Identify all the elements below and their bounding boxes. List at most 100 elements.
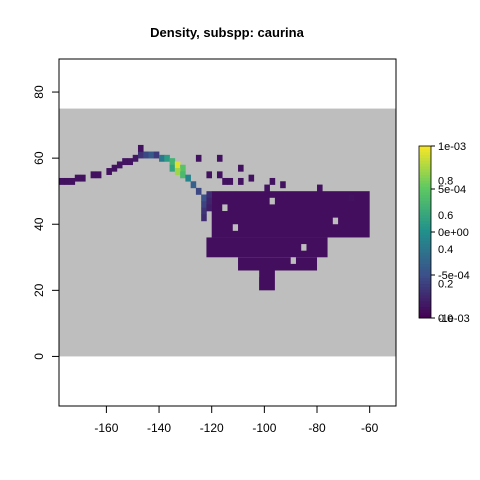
density-cell-21 [169,164,176,172]
colorbar-segment [419,280,431,285]
colorbar-segment [419,309,431,313]
colorbar-tick-label: 0.2 [438,279,453,291]
colorbar-segment [419,312,431,316]
colorbar-segment [419,203,431,207]
colorbar-segment [419,237,431,242]
density-region-2 [238,257,318,271]
density-cell-12 [132,154,139,162]
density-cell-4 [80,174,86,182]
density-cell-30 [201,201,207,209]
density-cell-48 [317,184,323,192]
colorbar-segment [419,157,431,161]
density-cell-9 [116,161,123,169]
colorbar-segment [419,191,431,196]
x-tick-label: -140 [147,421,171,435]
colorbar-segment [419,257,431,262]
density-cell-22 [174,161,181,169]
colorbar-segment [419,240,431,244]
colorbar-segment [419,292,431,296]
colorbar-tick-label: -5e-04 [438,270,470,282]
colorbar-segment [419,209,431,213]
colorbar-tick-label: 5e-04 [438,184,466,196]
density-region-3 [259,270,275,291]
density-cell-31 [201,207,207,215]
colorbar-segment [419,254,431,259]
colorbar-segment [419,186,431,190]
gap-cell-5 [290,257,296,264]
density-cell-42 [248,174,255,182]
colorbar-segment [419,166,431,170]
colorbar-segment [419,260,431,265]
x-axis: -160 -140 -120 -100 -80 -60 [94,406,379,435]
density-cell-36 [195,154,202,162]
colorbar-segment [419,194,431,199]
gap-cell-4 [253,270,260,278]
density-cell-13 [137,151,144,159]
gap-cell-1 [232,224,239,231]
y-tick-label: 80 [32,85,46,99]
colorbar-segment [419,246,431,250]
density-cell-27 [190,181,197,189]
density-cell-26 [185,174,191,182]
gap-cell-6 [332,217,339,225]
colorbar-segment [419,283,431,287]
y-tick-label: 0 [32,353,46,360]
density-cell-41 [238,177,244,185]
density-cell-39 [227,177,234,185]
colorbar-segment [419,226,431,230]
density-cell-32 [201,214,207,222]
colorbar-segment [419,252,431,256]
density-cell-19 [164,154,170,162]
colorbar-segment [419,206,431,210]
colorbar-segment [419,211,431,216]
gap-cell-2 [269,197,275,205]
density-cell-17 [137,144,144,152]
colorbar-segment [419,289,431,293]
density-cell-38 [216,171,223,179]
colorbar-segment [419,306,431,310]
density-region-1 [206,237,328,258]
colorbar-legend: 1e-03 5e-04 0e+00 -5e-04 -1e-03 0.8 0.6 0.4 0.2 0… [418,141,470,325]
colorbar-segment [419,277,431,282]
density-cell-43 [269,177,276,185]
colorbar-tick-label: 0.8 [438,175,453,187]
colorbar-tick-label: 0e+00 [438,227,469,239]
density-cell-15 [148,151,155,159]
density-cell-8 [111,164,118,172]
density-cell-24 [174,168,181,175]
colorbar-segment [419,151,431,156]
colorbar-segment [419,269,431,273]
colorbar-segment [419,263,431,267]
density-cell-6 [95,171,102,179]
density-cell-44 [280,181,286,189]
colorbar-segment [419,148,431,153]
density-cell-14 [143,151,149,159]
colorbar-tick-label: 0.0 [438,313,453,325]
colorbar-segment [419,189,431,193]
colorbar-tick-label: 0.4 [438,244,453,256]
density-cell-23 [180,164,186,172]
colorbar-segment [419,249,431,253]
colorbar-segment [419,168,431,173]
x-tick-label: -80 [308,421,326,435]
density-cell-0 [59,177,65,185]
colorbar-segment [419,146,431,150]
density-cell-11 [127,158,134,166]
colorbar-segment [419,286,431,290]
density-cell-5 [90,171,97,179]
density-cell-18 [159,154,165,162]
gap-cell-0 [222,204,228,212]
gap-cell-3 [301,244,307,251]
x-tick-label: -100 [252,421,276,435]
colorbar-segment [419,234,431,239]
density-cell-33 [206,191,213,199]
density-cell-45 [216,154,223,162]
colorbar-segment [419,154,431,158]
density-cell-7 [106,168,112,175]
density-cell-37 [206,171,213,179]
colorbar-segment [419,200,431,204]
density-cell-20 [169,158,176,166]
colorbar-segment [419,315,431,319]
density-cell-16 [153,151,160,159]
density-cell-40 [222,177,228,185]
